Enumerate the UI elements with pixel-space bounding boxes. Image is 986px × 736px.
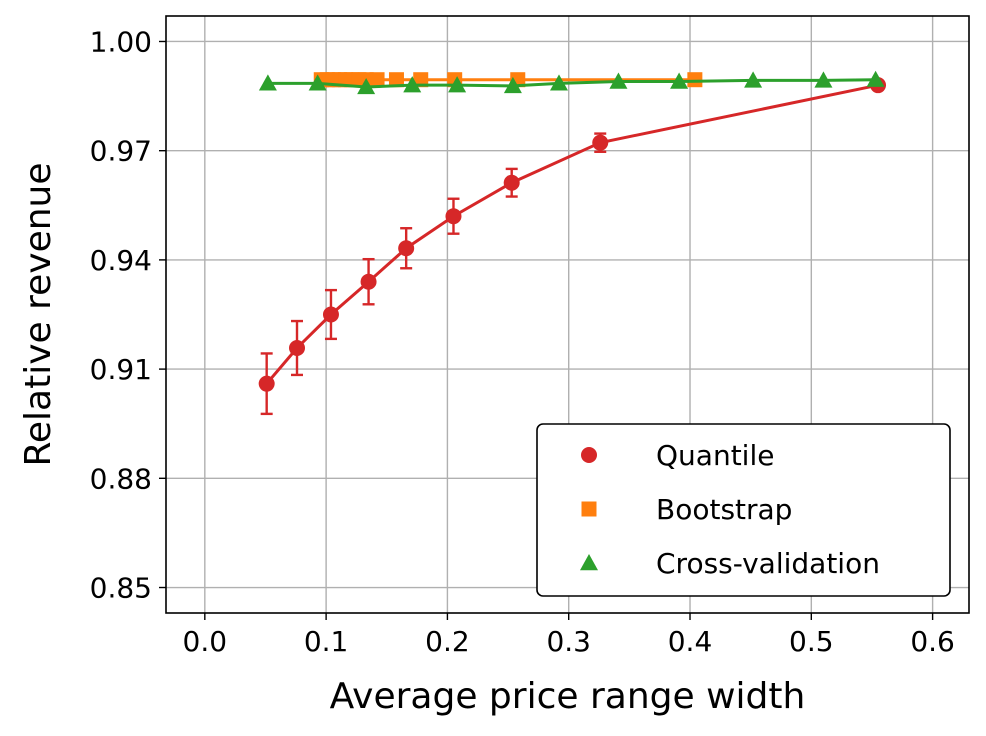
data-point-bootstrap: [413, 72, 429, 88]
data-point-cross-validation: [670, 72, 689, 89]
data-point-bootstrap: [687, 72, 703, 88]
data-point-cross-validation: [744, 71, 763, 88]
data-point-cross-validation: [814, 71, 833, 88]
x-axis-title: Average price range width: [330, 676, 806, 717]
legend-label-bootstrap: Bootstrap: [656, 493, 792, 526]
x-tick-label: 0.0: [183, 625, 228, 658]
x-tick-label: 0.6: [910, 625, 955, 658]
data-point-quantile: [445, 208, 462, 225]
data-point-quantile: [398, 240, 415, 257]
data-point-cross-validation: [403, 76, 422, 93]
data-point-quantile: [289, 339, 306, 356]
x-tick-label: 0.3: [546, 625, 591, 658]
legend-entry-cross-validation: Cross-validation: [580, 547, 880, 580]
data-point-quantile: [592, 134, 609, 151]
data-point-cross-validation: [866, 70, 885, 87]
data-point-cross-validation: [550, 74, 569, 91]
data-point-cross-validation: [308, 74, 327, 91]
x-tick-label: 0.1: [304, 625, 349, 658]
legend-entry-quantile: Quantile: [581, 439, 774, 472]
data-point-quantile: [258, 375, 275, 392]
data-point-cross-validation: [609, 72, 628, 89]
data-point-bootstrap: [369, 72, 385, 88]
x-tick-label: 0.4: [668, 625, 713, 658]
legend-marker-cross-validation: [580, 554, 598, 571]
legend: Quantile Bootstrap Cross-validation: [536, 423, 951, 597]
x-tick-label: 0.2: [425, 625, 470, 658]
y-tick-label: 0.88: [90, 462, 152, 495]
data-point-quantile: [360, 273, 377, 290]
plot-area-frame: [165, 15, 970, 614]
series-line-cross-validation: [267, 78, 876, 89]
legend-marker-bootstrap: [581, 501, 597, 517]
series-quantile: [258, 77, 887, 416]
y-axis-title: Relative revenue: [18, 162, 59, 466]
data-point-cross-validation: [357, 77, 376, 95]
legend-marker-quantile: [581, 447, 597, 463]
data-point-quantile: [322, 306, 339, 323]
y-tick-label: 0.94: [90, 244, 152, 277]
legend-label-quantile: Quantile: [656, 439, 774, 472]
data-point-bootstrap: [388, 72, 404, 88]
data-point-cross-validation: [258, 74, 277, 91]
legend-label-cross-validation: Cross-validation: [656, 547, 880, 580]
data-point-quantile: [503, 174, 520, 191]
series-line-quantile: [265, 83, 879, 385]
series-cross-validation: [258, 70, 885, 95]
y-tick-label: 0.85: [90, 572, 152, 605]
data-point-cross-validation: [448, 76, 467, 93]
y-tick-label: 0.91: [90, 353, 152, 386]
y-tick-label: 1.00: [90, 25, 152, 58]
legend-box: [536, 423, 951, 597]
y-tick-label: 0.97: [90, 135, 152, 168]
legend-entry-bootstrap: Bootstrap: [581, 493, 792, 526]
x-tick-label: 0.5: [789, 625, 834, 658]
data-point-cross-validation: [503, 76, 522, 94]
